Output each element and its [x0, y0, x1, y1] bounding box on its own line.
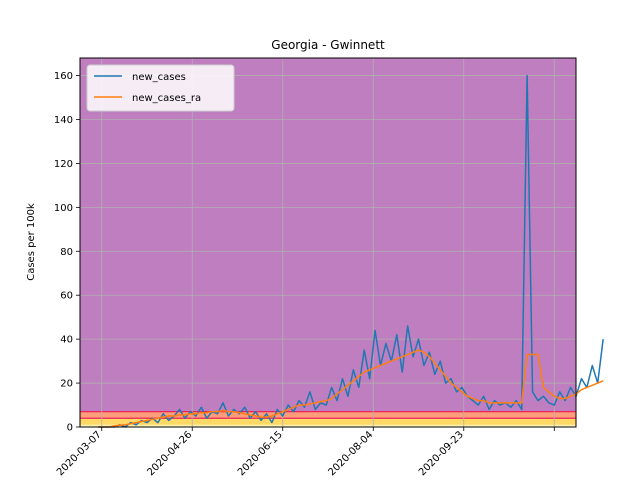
plot-area: 0 20 40 60 80 100 120 140 160 2020-03-07 2020-04-2… [54, 57, 604, 478]
legend-box [86, 64, 235, 112]
x-tick-label: 2020-04-26 [145, 429, 194, 478]
x-tick-label: 2020-08-04 [326, 429, 375, 478]
y-tick-label: 80 [60, 247, 73, 258]
y-tick-label: 0 [67, 423, 73, 434]
risk-band-0 [80, 424, 576, 427]
y-tick-label: 140 [54, 115, 73, 126]
y-tick-label: 20 [60, 379, 73, 390]
x-tick-label: 2020-06-15 [236, 429, 285, 478]
y-tick-label: 160 [54, 71, 73, 82]
y-tick-label: 120 [54, 159, 73, 170]
y-tick-label: 60 [60, 291, 73, 302]
legend: new_cases new_cases_ra [86, 64, 235, 112]
legend-label: new_cases [132, 72, 186, 83]
y-tick-label: 40 [60, 335, 73, 346]
y-axis-label: Cases per 100k [26, 203, 37, 281]
chart-title: Georgia - Gwinnett [271, 38, 385, 52]
axes-frame [79, 57, 577, 428]
x-tick-label: 2020-03-07 [55, 429, 104, 478]
series-line-new_cases_ra [98, 349, 604, 428]
legend-label: new_cases_ra [132, 93, 201, 104]
risk-band-2 [80, 411, 576, 419]
y-tick-label: 100 [54, 203, 73, 214]
risk-band-1 [80, 418, 576, 425]
x-tick-label: 2020-09-23 [417, 429, 466, 478]
risk-band-3 [80, 58, 576, 412]
